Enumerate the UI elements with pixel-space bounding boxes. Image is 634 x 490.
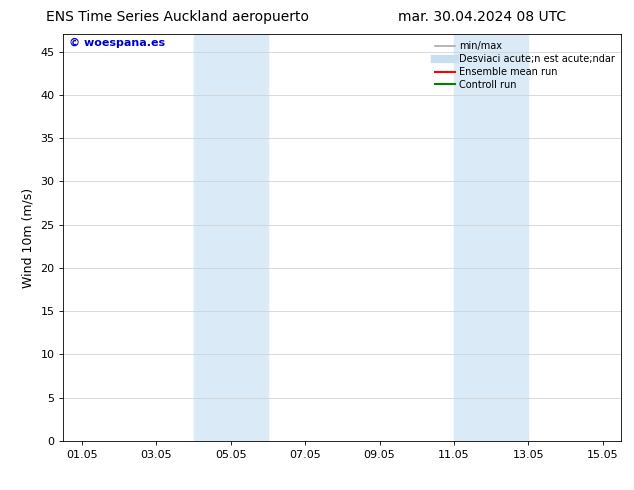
Y-axis label: Wind 10m (m/s): Wind 10m (m/s): [22, 188, 35, 288]
Text: ENS Time Series Auckland aeropuerto: ENS Time Series Auckland aeropuerto: [46, 10, 309, 24]
Bar: [193, 34, 268, 441]
Text: mar. 30.04.2024 08 UTC: mar. 30.04.2024 08 UTC: [398, 10, 566, 24]
Text: © woespana.es: © woespana.es: [69, 38, 165, 49]
Bar: [454, 34, 528, 441]
Legend: min/max, Desviaci acute;n est acute;ndar, Ensemble mean run, Controll run: min/max, Desviaci acute;n est acute;ndar…: [434, 39, 616, 92]
